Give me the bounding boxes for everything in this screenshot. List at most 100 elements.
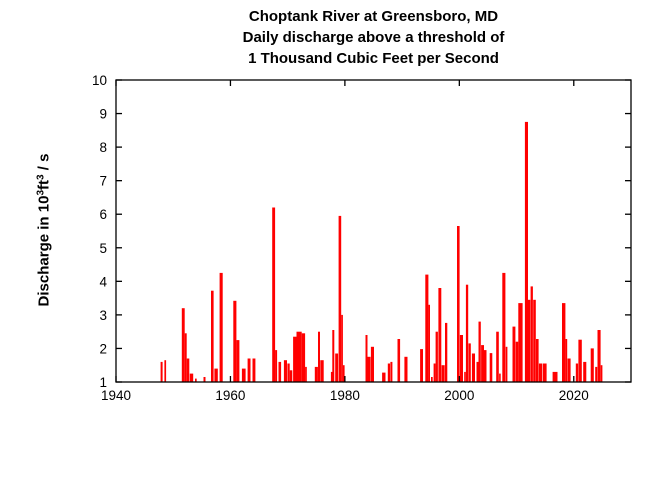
discharge-bar xyxy=(578,339,582,382)
discharge-bar xyxy=(387,363,391,382)
discharge-bar xyxy=(457,226,460,382)
discharge-bar xyxy=(478,321,481,382)
discharge-bar xyxy=(203,377,206,382)
discharge-bar xyxy=(338,215,342,382)
discharge-bar xyxy=(330,371,333,382)
discharge-bar xyxy=(296,331,302,382)
discharge-bar xyxy=(459,335,463,382)
discharge-bar xyxy=(289,370,293,382)
discharge-bar xyxy=(160,361,163,382)
x-tick-label: 1980 xyxy=(330,388,360,403)
chart-title-line-3: 1 Thousand Cubic Feet per Second xyxy=(248,50,499,67)
discharge-bar xyxy=(184,333,187,382)
discharge-bar xyxy=(496,331,499,382)
y-tick-label: 5 xyxy=(99,241,107,256)
y-tick-label: 9 xyxy=(99,107,107,122)
y-tick-label: 2 xyxy=(99,341,107,356)
discharge-bar xyxy=(335,353,339,382)
discharge-bar xyxy=(293,336,297,382)
discharge-bar xyxy=(518,303,523,382)
discharge-bar xyxy=(233,300,237,382)
discharge-bar xyxy=(597,330,601,382)
discharge-bar xyxy=(565,339,568,382)
discharge-bar xyxy=(575,363,579,382)
discharge-bar xyxy=(314,366,318,382)
discharge-bar xyxy=(433,363,436,382)
discharge-bar xyxy=(530,286,533,382)
discharge-bar xyxy=(287,363,290,382)
discharge-bar xyxy=(425,274,429,382)
y-tick-label: 10 xyxy=(92,73,107,88)
discharge-bar xyxy=(370,346,374,382)
discharge-bar xyxy=(420,349,423,382)
discharge-bar xyxy=(247,358,251,382)
chart-title: Choptank River at Greensboro, MD Daily d… xyxy=(116,6,631,69)
x-tick-label: 2020 xyxy=(559,388,589,403)
discharge-bar xyxy=(186,358,190,382)
y-tick-label: 3 xyxy=(99,308,107,323)
discharge-bar xyxy=(536,339,539,382)
discharge-bar xyxy=(404,356,408,382)
discharge-bar xyxy=(181,308,185,382)
discharge-bar xyxy=(465,284,469,382)
discharge-bar xyxy=(590,348,594,382)
discharge-bar xyxy=(428,304,430,382)
discharge-bar xyxy=(275,350,278,382)
discharge-bar xyxy=(499,373,501,382)
discharge-bar xyxy=(241,368,246,382)
discharge-bar xyxy=(583,361,587,382)
discharge-bar xyxy=(272,207,276,382)
y-tick-label: 7 xyxy=(99,174,107,189)
discharge-bar xyxy=(382,372,386,382)
y-tick-label: 1 xyxy=(99,375,107,390)
discharge-bar xyxy=(468,343,471,382)
discharge-bar xyxy=(219,272,223,382)
discharge-bar xyxy=(365,335,368,382)
discharge-bar xyxy=(342,365,345,382)
discharge-bar xyxy=(341,314,343,382)
discharge-bar xyxy=(600,365,603,382)
discharge-bar xyxy=(305,366,307,382)
discharge-bar xyxy=(552,371,558,382)
discharge-bar xyxy=(318,331,320,382)
x-tick-label: 1960 xyxy=(215,388,245,403)
discharge-bar xyxy=(595,366,598,382)
discharge-bar xyxy=(211,290,214,382)
discharge-bar xyxy=(189,373,194,382)
discharge-bar xyxy=(476,361,479,382)
discharge-bar xyxy=(505,346,508,382)
discharge-bar xyxy=(515,341,519,382)
discharge-bar xyxy=(301,333,306,382)
discharge-bar xyxy=(431,377,433,382)
discharge-bar xyxy=(214,368,218,382)
discharge-bar xyxy=(445,322,448,382)
plot-border xyxy=(115,79,632,383)
discharge-bar xyxy=(236,340,240,382)
discharge-bar xyxy=(538,363,542,382)
discharge-bar xyxy=(283,360,287,382)
chart-title-line-2: Daily discharge above a threshold of xyxy=(242,29,505,46)
discharge-bar xyxy=(512,326,516,382)
discharge-bar xyxy=(562,303,566,382)
discharge-bar xyxy=(435,331,438,382)
discharge-bar xyxy=(502,272,506,382)
x-tick-label: 1940 xyxy=(101,388,131,403)
discharge-bar xyxy=(195,378,197,382)
discharge-bar xyxy=(367,356,371,382)
discharge-bar xyxy=(390,361,393,382)
discharge-bar xyxy=(278,361,282,382)
discharge-bar xyxy=(471,353,475,382)
discharge-bar xyxy=(533,299,536,382)
discharge-bar xyxy=(483,350,487,382)
discharge-bar xyxy=(320,360,324,382)
discharge-bar xyxy=(438,288,442,382)
y-tick-label: 6 xyxy=(99,207,107,222)
discharge-bar xyxy=(481,345,484,382)
x-tick-label: 2000 xyxy=(444,388,474,403)
discharge-bar xyxy=(464,371,466,382)
discharge-bar xyxy=(164,360,167,382)
y-tick-label: 8 xyxy=(99,140,107,155)
discharge-bar xyxy=(567,358,571,382)
